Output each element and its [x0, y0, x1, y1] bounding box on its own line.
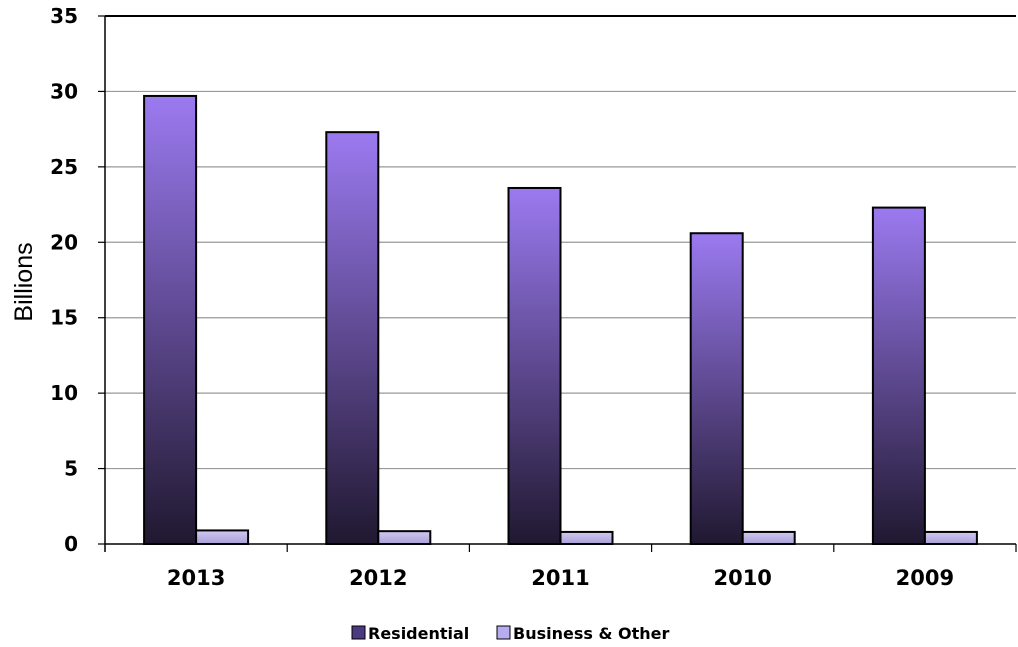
x-tick-label: 2010	[713, 566, 771, 590]
y-tick-label: 15	[50, 306, 78, 330]
legend: Residential Business & Other	[351, 624, 669, 643]
legend-swatch-business-other	[496, 625, 511, 640]
bar-residential	[143, 94, 198, 545]
x-tick-label: 2012	[349, 566, 407, 590]
x-tick-label: 2011	[531, 566, 589, 590]
y-tick-label: 35	[50, 4, 78, 28]
bar-business-other	[559, 530, 614, 546]
bar-business-other	[923, 530, 978, 546]
legend-label-residential: Residential	[368, 624, 469, 643]
y-tick-label: 30	[50, 79, 78, 103]
y-tick-label: 20	[50, 230, 78, 254]
legend-swatch-residential	[351, 625, 366, 640]
y-axis-title: Billions	[10, 242, 38, 321]
x-tick-label: 2009	[896, 566, 954, 590]
bar-residential	[325, 131, 380, 545]
bar-residential	[507, 186, 562, 545]
x-tick-label: 2013	[167, 566, 225, 590]
y-tick-label: 0	[64, 532, 78, 556]
y-tick-label: 10	[50, 381, 78, 405]
bars	[143, 94, 978, 546]
bar-residential	[689, 232, 744, 545]
y-axis-ticks: 0 5 10 15 20 25 30 35	[50, 4, 105, 556]
x-axis-ticks: 2013 2012 2011 2010 2009	[167, 544, 1017, 590]
bar-residential	[871, 206, 926, 546]
bar-business-other	[741, 530, 796, 546]
y-tick-label: 5	[64, 457, 78, 481]
bar-business-other	[377, 530, 432, 545]
axes	[104, 15, 1016, 552]
bar-business-other	[195, 529, 250, 545]
y-tick-label: 25	[50, 155, 78, 179]
legend-label-business-other: Business & Other	[513, 624, 669, 643]
